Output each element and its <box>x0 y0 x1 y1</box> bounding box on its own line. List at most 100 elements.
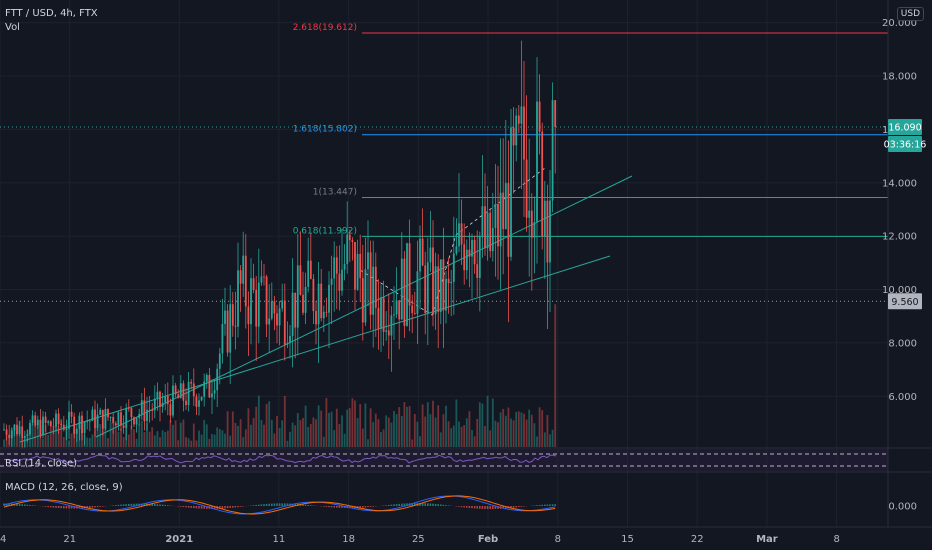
volume-bar <box>218 429 221 447</box>
candle-body <box>385 330 388 332</box>
candle-body <box>291 292 294 336</box>
volume-bar <box>187 438 190 447</box>
volume-bar <box>343 433 346 447</box>
macd-histogram-bar <box>221 506 224 509</box>
candle-body <box>29 422 31 435</box>
macd-histogram-bar <box>546 504 549 506</box>
y-tick-label: 14.000 <box>882 178 917 189</box>
volume-bar <box>211 434 213 447</box>
macd-histogram-bar <box>102 506 104 507</box>
volume-bar <box>385 415 388 447</box>
candle-body <box>426 262 429 313</box>
candle-body <box>419 238 421 272</box>
volume-bar <box>174 420 177 447</box>
macd-histogram-bar <box>440 504 442 506</box>
volume-bar <box>143 432 146 447</box>
candle-body <box>270 301 273 319</box>
candle-body <box>10 430 13 439</box>
volume-bar <box>239 419 242 447</box>
volume-bar <box>536 436 538 447</box>
macd-histogram-bar <box>120 504 122 506</box>
volume-bar <box>525 419 528 447</box>
candle-body <box>156 391 159 399</box>
candle-body <box>351 240 354 242</box>
volume-bar <box>101 424 104 447</box>
candle-body <box>491 228 494 252</box>
symbol-header[interactable]: FTT / USD, 4h, FTX <box>5 8 98 19</box>
candle-body <box>499 192 502 247</box>
candle-body <box>434 266 437 315</box>
volume-bar <box>390 422 393 447</box>
volume-bar <box>320 410 323 447</box>
volume-bar <box>473 436 476 447</box>
volume-bar <box>164 431 167 447</box>
volume-bar <box>109 422 112 447</box>
candle-body <box>151 409 154 411</box>
candle-body <box>21 426 24 438</box>
signal-line <box>3 495 556 515</box>
rsi-legend[interactable]: RSI (14, close) <box>5 458 78 469</box>
macd-histogram-bar <box>187 506 190 508</box>
volume-bar <box>528 409 531 447</box>
candle-body <box>226 310 229 353</box>
volume-bar <box>159 437 161 447</box>
currency-button[interactable]: USD <box>896 7 924 21</box>
volume-bar <box>432 400 434 447</box>
macd-histogram-bar <box>44 506 47 507</box>
macd-pane: 0.000 <box>3 495 917 515</box>
macd-histogram-bar <box>13 503 16 506</box>
candle-body <box>88 420 91 422</box>
candle-body <box>335 257 338 274</box>
volume-bar <box>520 412 523 447</box>
macd-histogram-bar <box>78 506 81 509</box>
volume-bar <box>291 422 294 447</box>
candle-body <box>122 425 125 428</box>
candle-body <box>273 301 276 314</box>
macd-histogram-bar <box>203 506 205 509</box>
volume-bar <box>153 435 156 447</box>
candle-body <box>286 343 289 345</box>
candle-body <box>421 238 424 266</box>
candle-body <box>452 253 455 282</box>
candle-body <box>369 252 372 315</box>
macd-histogram-bar <box>437 504 439 506</box>
candle-body <box>140 400 143 414</box>
x-tick-label: 14 <box>0 534 6 545</box>
volume-bar <box>346 409 349 447</box>
candle-body <box>356 253 359 290</box>
volume-bar <box>434 417 437 447</box>
volume-bar <box>538 407 541 447</box>
volume-bar <box>52 426 55 447</box>
candle-body <box>322 311 325 319</box>
volume-bar <box>471 429 473 447</box>
volume-bar <box>278 428 281 447</box>
last-price-badge: 16.090 <box>888 123 921 134</box>
volume-bar <box>307 427 310 447</box>
volume-bar <box>31 423 34 447</box>
volume-bar <box>421 404 424 447</box>
macd-legend[interactable]: MACD (12, 26, close, 9) <box>5 482 123 493</box>
volume-bar <box>393 410 395 447</box>
time-axis[interactable]: 14 21 2021 11 18 25 Feb 8 15 22 Mar 8 <box>0 526 932 545</box>
volume-bar <box>88 437 91 447</box>
macd-histogram-bar <box>533 505 536 506</box>
macd-histogram-bar <box>427 503 429 506</box>
volume-bar <box>281 420 284 447</box>
volume-bar <box>530 414 533 447</box>
candle-body <box>489 212 492 252</box>
candle-body <box>304 286 307 313</box>
volume-bar <box>140 420 143 447</box>
macd-histogram-bar <box>362 506 364 508</box>
volume-bar <box>250 424 252 447</box>
macd-histogram-bar <box>159 504 161 506</box>
candle-body <box>367 252 369 270</box>
macd-histogram-bar <box>29 504 31 506</box>
fib-label: 2.618(19.612) <box>293 23 357 33</box>
macd-histogram-bar <box>307 504 309 506</box>
volume-bar <box>270 419 273 447</box>
macd-histogram-bar <box>336 506 338 508</box>
macd-line <box>3 495 556 515</box>
candle-body <box>130 408 133 418</box>
volume-legend[interactable]: Vol <box>5 22 20 33</box>
